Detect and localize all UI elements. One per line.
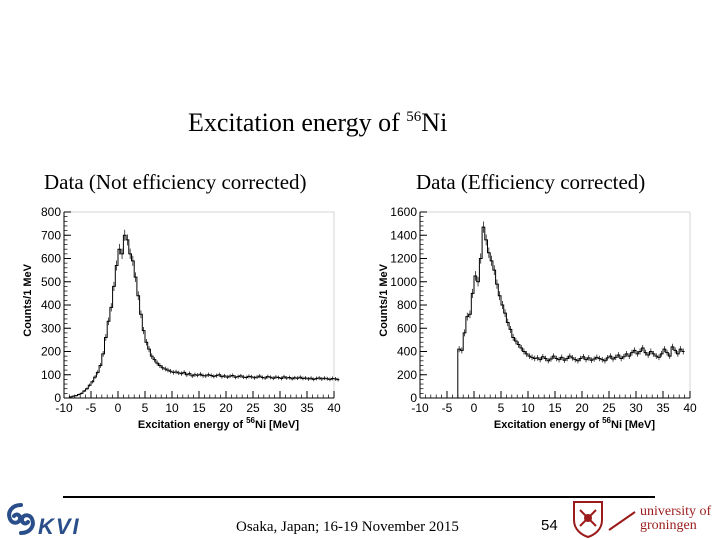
x-tick-label: 10 (165, 401, 179, 415)
university-crest-icon (573, 501, 603, 538)
x-tick-label: -5 (442, 401, 453, 415)
rug-divider-icon (608, 511, 636, 531)
x-tick-label: 25 (246, 401, 260, 415)
y-tick-label: 600 (397, 321, 417, 335)
x-tick-label: -5 (86, 401, 97, 415)
y-axis-title: Counts/1 MeV (22, 263, 34, 336)
y-axis-title: Counts/1 MeV (378, 263, 390, 336)
y-tick-label: 1000 (390, 275, 417, 289)
x-tick-label: -10 (411, 401, 429, 415)
footer-text: Osaka, Japan; 16-19 November 2015 (236, 519, 459, 535)
plot-frame (63, 211, 335, 399)
x-tick-label: 40 (683, 401, 697, 415)
histogram-series (68, 234, 340, 398)
y-tick-label: 100 (41, 368, 61, 382)
x-tick-label: -10 (55, 401, 73, 415)
y-tick-label: 200 (397, 368, 417, 382)
kvi-logo-text: KVI (38, 514, 81, 539)
y-tick-label: 300 (41, 321, 61, 335)
x-tick-label: 40 (327, 401, 341, 415)
x-tick-label: 35 (300, 401, 314, 415)
y-tick-label: 800 (41, 205, 61, 219)
university-logo-text: university of groningen (640, 505, 711, 533)
y-tick-label: 700 (41, 228, 61, 242)
x-tick-label: 5 (498, 401, 505, 415)
subtitle-left: Data (Not efficiency corrected) (44, 170, 307, 194)
x-axis-title: Excitation energy of 56Ni [MeV] (138, 416, 299, 431)
x-tick-label: 30 (273, 401, 287, 415)
y-tick-label: 1200 (390, 252, 417, 266)
x-axis-title: Excitation energy of 56Ni [MeV] (494, 416, 655, 431)
y-tick-label: 0 (54, 391, 61, 405)
y-tick-label: 1400 (390, 228, 417, 242)
chart-right: 0 200 400 600 800 1000 1200 1400 1600 -10 -5 0 5 10 15… (378, 205, 697, 431)
y-tick-label: 400 (41, 298, 61, 312)
chart-left: 0 100 200 300 400 500 600 700 800 -10 -5 0 5 10 15 20 25… (22, 205, 341, 431)
plot-frame (419, 211, 691, 399)
y-tick-label: 600 (41, 252, 61, 266)
x-tick-label: 20 (219, 401, 233, 415)
slide-title: Excitation energy of 56Ni (188, 108, 448, 137)
x-tick-label: 30 (629, 401, 643, 415)
y-tick-label: 800 (397, 298, 417, 312)
x-tick-label: 5 (142, 401, 149, 415)
histogram-series (441, 226, 685, 399)
y-tick-label: 0 (410, 391, 417, 405)
footer-divider (63, 496, 655, 498)
x-tick-label: 15 (548, 401, 562, 415)
x-tick-label: 10 (521, 401, 535, 415)
kvi-swirl-icon (7, 503, 35, 535)
y-tick-label: 400 (397, 345, 417, 359)
rug-line-1: university of (640, 504, 712, 519)
x-tick-label: 20 (575, 401, 589, 415)
y-tick-label: 200 (41, 345, 61, 359)
x-tick-label: 0 (471, 401, 478, 415)
y-tick-label: 1600 (390, 205, 417, 219)
x-tick-label: 15 (192, 401, 206, 415)
y-tick-label: 500 (41, 275, 61, 289)
rug-line-2: groningen (640, 518, 697, 533)
x-tick-label: 25 (602, 401, 616, 415)
x-tick-label: 35 (656, 401, 670, 415)
x-tick-label: 0 (115, 401, 122, 415)
subtitle-right: Data (Efficiency corrected) (416, 170, 646, 194)
page-number: 54 (541, 517, 558, 534)
